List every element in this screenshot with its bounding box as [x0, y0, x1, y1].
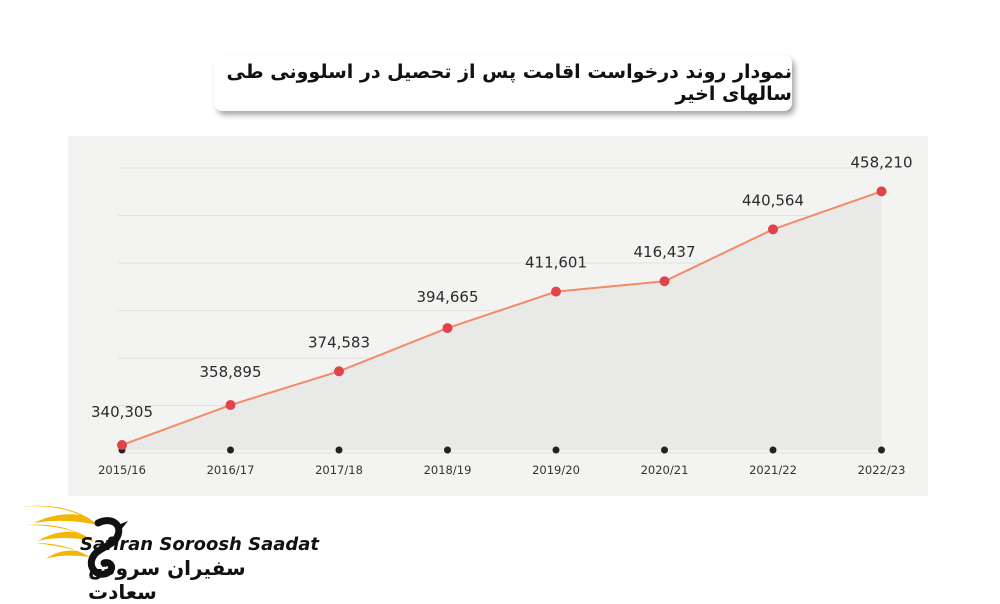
- x-tick-label: 2019/20: [532, 463, 580, 477]
- data-label: 458,210: [850, 153, 912, 171]
- x-tick-label: 2016/17: [207, 463, 255, 477]
- data-point: [117, 440, 127, 451]
- data-point: [659, 276, 670, 287]
- chart-area: 2015/16 2016/17 2017/18 2018/19 2019/20 2020/…: [68, 136, 928, 496]
- x-tick-label: 2020/21: [641, 463, 689, 477]
- data-label: 340,305: [91, 403, 153, 421]
- swan-wing-logo-icon: [20, 505, 128, 578]
- x-tick-label: 2015/16: [98, 463, 146, 477]
- data-label: 411,601: [525, 254, 587, 272]
- data-label: 394,665: [416, 288, 478, 306]
- x-tick-dot: [552, 446, 560, 454]
- area-fill: [122, 191, 882, 450]
- chart-title-box: نمودار روند درخواست اقامت پس از تحصیل در…: [214, 55, 792, 111]
- x-tick-dot: [661, 446, 668, 454]
- series-line-path: [121, 190, 882, 446]
- data-point: [225, 400, 236, 411]
- x-tick-dot: [878, 446, 885, 454]
- brand-name-en: Safiran Soroosh Saadat: [80, 534, 320, 555]
- line-area-chart: 2015/16 2016/17 2017/18 2018/19 2019/20 2020/…: [68, 136, 928, 496]
- series-line: [121, 190, 882, 446]
- x-tick-dot: [769, 446, 777, 454]
- data-point: [768, 224, 778, 235]
- x-tick-label: 2018/19: [424, 463, 472, 477]
- x-tick-dot: [335, 446, 343, 454]
- data-markers: [117, 186, 887, 451]
- data-label: 374,583: [308, 333, 370, 351]
- data-point: [442, 323, 453, 334]
- x-tick-label: 2021/22: [749, 463, 797, 477]
- data-label: 358,895: [199, 363, 261, 381]
- data-point: [551, 286, 561, 297]
- x-tick-label: 2022/23: [858, 463, 906, 477]
- chart-title: نمودار روند درخواست اقامت پس از تحصیل در…: [226, 61, 793, 105]
- x-tick-dot: [227, 446, 234, 454]
- data-label: 416,437: [633, 243, 695, 261]
- x-tick-label: 2017/18: [315, 463, 363, 477]
- data-point: [334, 366, 344, 377]
- x-tick-dot: [444, 446, 451, 454]
- area-fill-path: [122, 191, 882, 450]
- data-point: [876, 186, 887, 197]
- brand-name-fa: سفیران سروش سعادت: [88, 556, 246, 604]
- data-labels: 340,305 358,895 374,583 394,665 411,601 416,4…: [91, 153, 913, 421]
- data-label: 440,564: [742, 191, 804, 209]
